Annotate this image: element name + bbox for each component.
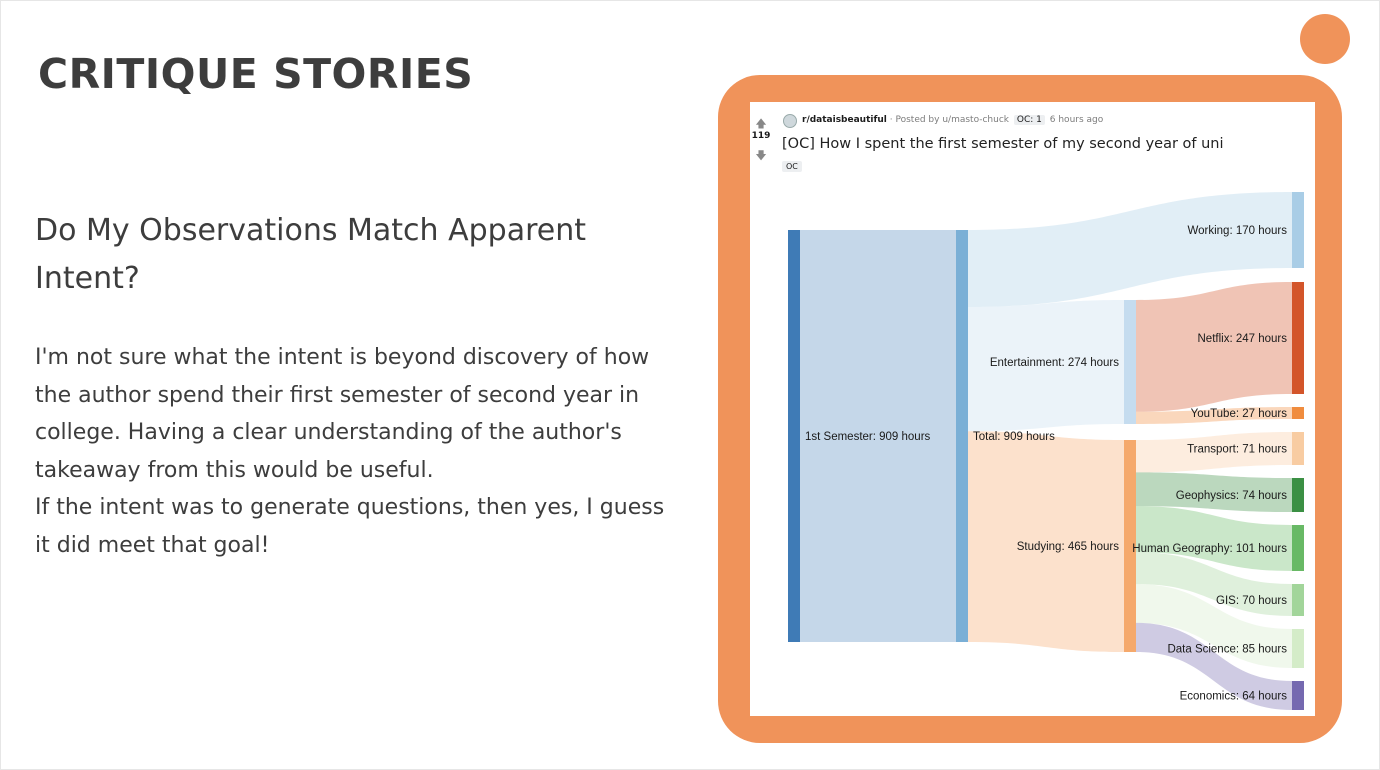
post-time: 6 hours ago [1049,115,1104,125]
sankey-node-geophysics [1292,478,1304,512]
sankey-label-youtube: YouTube: 27 hours [1191,408,1288,420]
sankey-node-working [1292,192,1304,268]
subreddit-avatar-icon [783,114,797,128]
body-paragraph: I'm not sure what the intent is beyond d… [35,345,650,483]
sankey-label-transport: Transport: 71 hours [1187,444,1287,456]
sankey-node-semester [788,230,800,642]
sankey-links [800,192,1292,710]
accent-dot [1300,14,1350,64]
arrow-down-icon: 🡇 [755,149,767,162]
sankey-node-total [956,230,968,642]
sankey-label-economics: Economics: 64 hours [1180,691,1288,703]
sankey-label-gis: GIS: 70 hours [1216,595,1287,607]
user-flair: OC: 1 [1013,115,1045,125]
sankey-label-humangeo: Human Geography: 101 hours [1132,543,1287,555]
sankey-link-studying-geophysics [1136,472,1292,512]
sankey-label-datascience: Data Science: 85 hours [1167,644,1287,656]
sankey-node-entertainment [1124,300,1136,424]
sankey-label-studying: Studying: 465 hours [1017,541,1120,553]
reddit-post-screenshot: 🡅 119 🡇 r/dataisbeautiful · Posted by u/… [750,102,1315,716]
sankey-node-youtube [1292,407,1304,419]
slide-title: CRITIQUE STORIES [38,50,474,98]
sankey-node-humangeo [1292,525,1304,571]
sankey-link-total-working [968,192,1292,308]
sankey-link-studying-datascience [1136,584,1292,668]
sankey-label-semester: 1st Semester: 909 hours [805,431,931,443]
sankey-link-studying-humangeo [1136,506,1292,571]
sankey-label-working: Working: 170 hours [1187,225,1287,237]
sankey-link-entertainment-youtube [1136,407,1292,424]
sankey-label-entertainment: Entertainment: 274 hours [990,357,1119,369]
sankey-link-total-entertainment [968,300,1124,432]
body-paragraph: If the intent was to generate questions,… [35,495,665,558]
sankey-node-transport [1292,432,1304,465]
sankey-node-gis [1292,584,1304,616]
sankey-link-studying-gis [1136,552,1292,616]
subreddit-name: r/dataisbeautiful [802,115,887,125]
sankey-node-studying [1124,440,1136,652]
vote-count: 119 [751,131,771,141]
sankey-link-semester-total [800,230,956,642]
arrow-up-icon: 🡅 [755,117,767,130]
sankey-link-studying-transport [1136,432,1292,473]
sankey-label-netflix: Netflix: 247 hours [1198,333,1288,345]
post-title: [OC] How I spent the first semester of m… [782,136,1224,152]
sankey-node-datascience [1292,629,1304,668]
sankey-label-total: Total: 909 hours [973,431,1055,443]
slide-body: I'm not sure what the intent is beyond d… [35,339,675,564]
sankey-chart: 1st Semester: 909 hours Total: 909 hours W… [788,192,1304,710]
oc-tag: OC [782,161,802,172]
sankey-label-geophysics: Geophysics: 74 hours [1176,490,1287,502]
sankey-node-economics [1292,681,1304,710]
sankey-node-netflix [1292,282,1304,394]
posted-by: · Posted by u/masto-chuck [889,115,1010,125]
sankey-link-entertainment-netflix [1136,282,1292,412]
sankey-link-total-studying [968,431,1124,652]
sankey-link-studying-economics [1136,622,1292,710]
post-meta: r/dataisbeautiful · Posted by u/masto-ch… [802,115,1103,125]
slide-subtitle: Do My Observations Match Apparent Intent… [35,213,586,296]
